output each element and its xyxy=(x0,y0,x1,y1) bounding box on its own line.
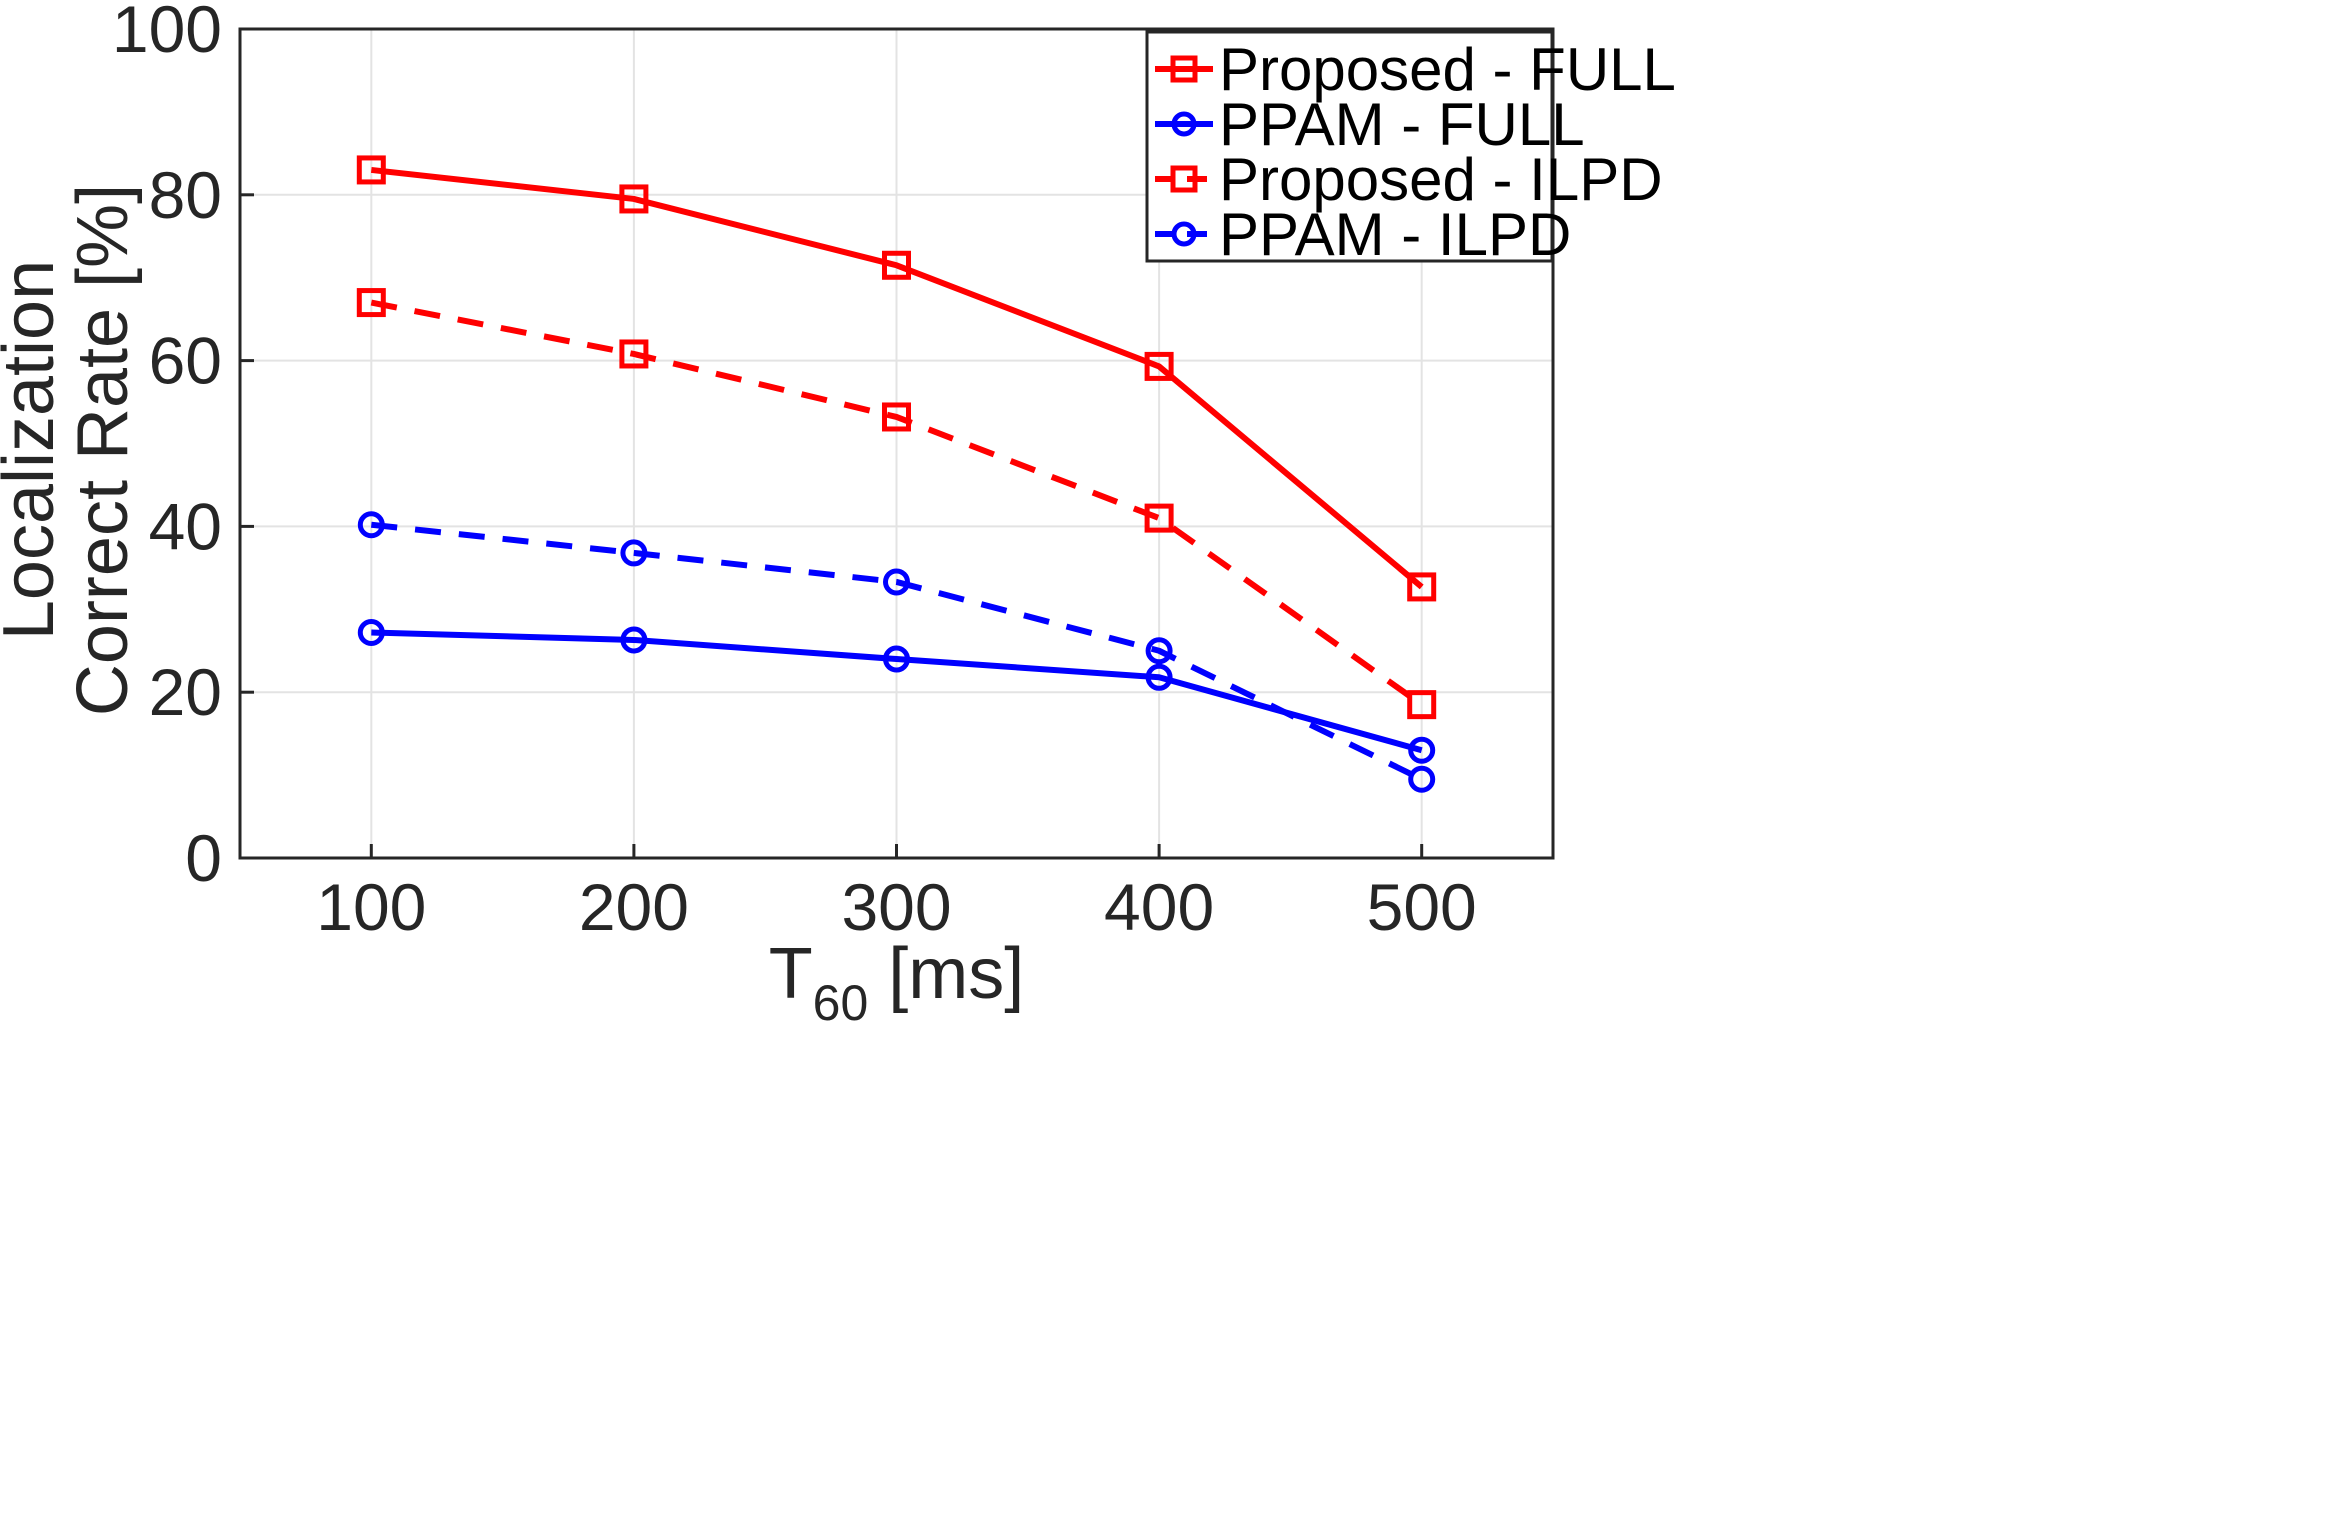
legend-label: Proposed - FULL xyxy=(1219,36,1676,103)
legend-label: PPAM - ILPD xyxy=(1219,201,1571,268)
data-point xyxy=(883,645,910,673)
data-point xyxy=(1407,690,1437,720)
series-3 xyxy=(357,511,1436,793)
data-point xyxy=(1144,351,1174,381)
x-axis-label: T60 [ms] xyxy=(769,934,1025,1031)
legend-entry: Proposed - ILPD xyxy=(1155,146,1663,213)
y-tick-label: 40 xyxy=(149,489,222,563)
data-point xyxy=(882,250,911,280)
x-tick-label: 400 xyxy=(1104,870,1214,944)
y-axis-label-line-1: Localization xyxy=(0,260,69,640)
legend-entry: PPAM - FULL xyxy=(1155,91,1585,158)
data-point xyxy=(357,619,385,647)
legend-box xyxy=(1145,30,1554,263)
series-line xyxy=(371,629,1423,754)
data-point xyxy=(620,539,648,567)
data-point xyxy=(620,626,648,654)
data-point xyxy=(1145,663,1173,691)
data-point xyxy=(1408,736,1436,764)
y-tick-label: 100 xyxy=(112,0,222,66)
y-tick-label: 60 xyxy=(149,324,222,398)
y-tick-label: 0 xyxy=(185,821,222,895)
series-line xyxy=(370,521,1424,782)
legend-swatch-marker xyxy=(1171,221,1197,247)
legend-label: Proposed - ILPD xyxy=(1219,146,1663,213)
data-point xyxy=(883,568,910,596)
data-point xyxy=(1407,572,1437,602)
x-tick-label: 200 xyxy=(579,870,689,944)
y-axis-label: Localization Correct Rate [%] xyxy=(0,184,143,716)
x-tick-label: 500 xyxy=(1367,870,1477,944)
series-1 xyxy=(357,619,1436,764)
legend-swatch-marker xyxy=(1171,111,1197,137)
legend-swatch-marker xyxy=(1170,55,1198,83)
y-tick-label: 80 xyxy=(149,158,222,232)
axis-ticks: 100 200 300 400 500 0 20 40 60 80 100 xyxy=(112,0,1477,944)
legend-label: PPAM - FULL xyxy=(1219,91,1585,158)
data-point xyxy=(357,511,385,539)
series-2 xyxy=(356,288,1437,720)
x-axis-label-unit: [ms] xyxy=(868,934,1024,1014)
data-point xyxy=(619,339,649,369)
data-point xyxy=(1408,765,1436,793)
x-tick-label: 100 xyxy=(316,870,426,944)
legend-entry: Proposed - FULL xyxy=(1155,36,1676,103)
data-point xyxy=(882,402,911,432)
data-point xyxy=(1144,503,1174,533)
y-tick-label: 20 xyxy=(149,655,222,729)
data-point xyxy=(356,155,386,185)
x-tick-label: 300 xyxy=(841,870,951,944)
data-point xyxy=(356,288,386,318)
series-0 xyxy=(356,155,1437,602)
x-axis-label-main: T xyxy=(769,934,813,1014)
series-line xyxy=(370,166,1424,590)
x-axis-label-subscript: 60 xyxy=(813,975,869,1031)
series-line xyxy=(370,299,1424,708)
data-point xyxy=(1145,637,1173,665)
data-series xyxy=(356,155,1437,793)
y-axis-label-line-2: Correct Rate [%] xyxy=(63,184,143,716)
legend-swatch-marker xyxy=(1170,165,1198,193)
legend-entry: PPAM - ILPD xyxy=(1155,201,1571,268)
data-point xyxy=(619,184,649,214)
